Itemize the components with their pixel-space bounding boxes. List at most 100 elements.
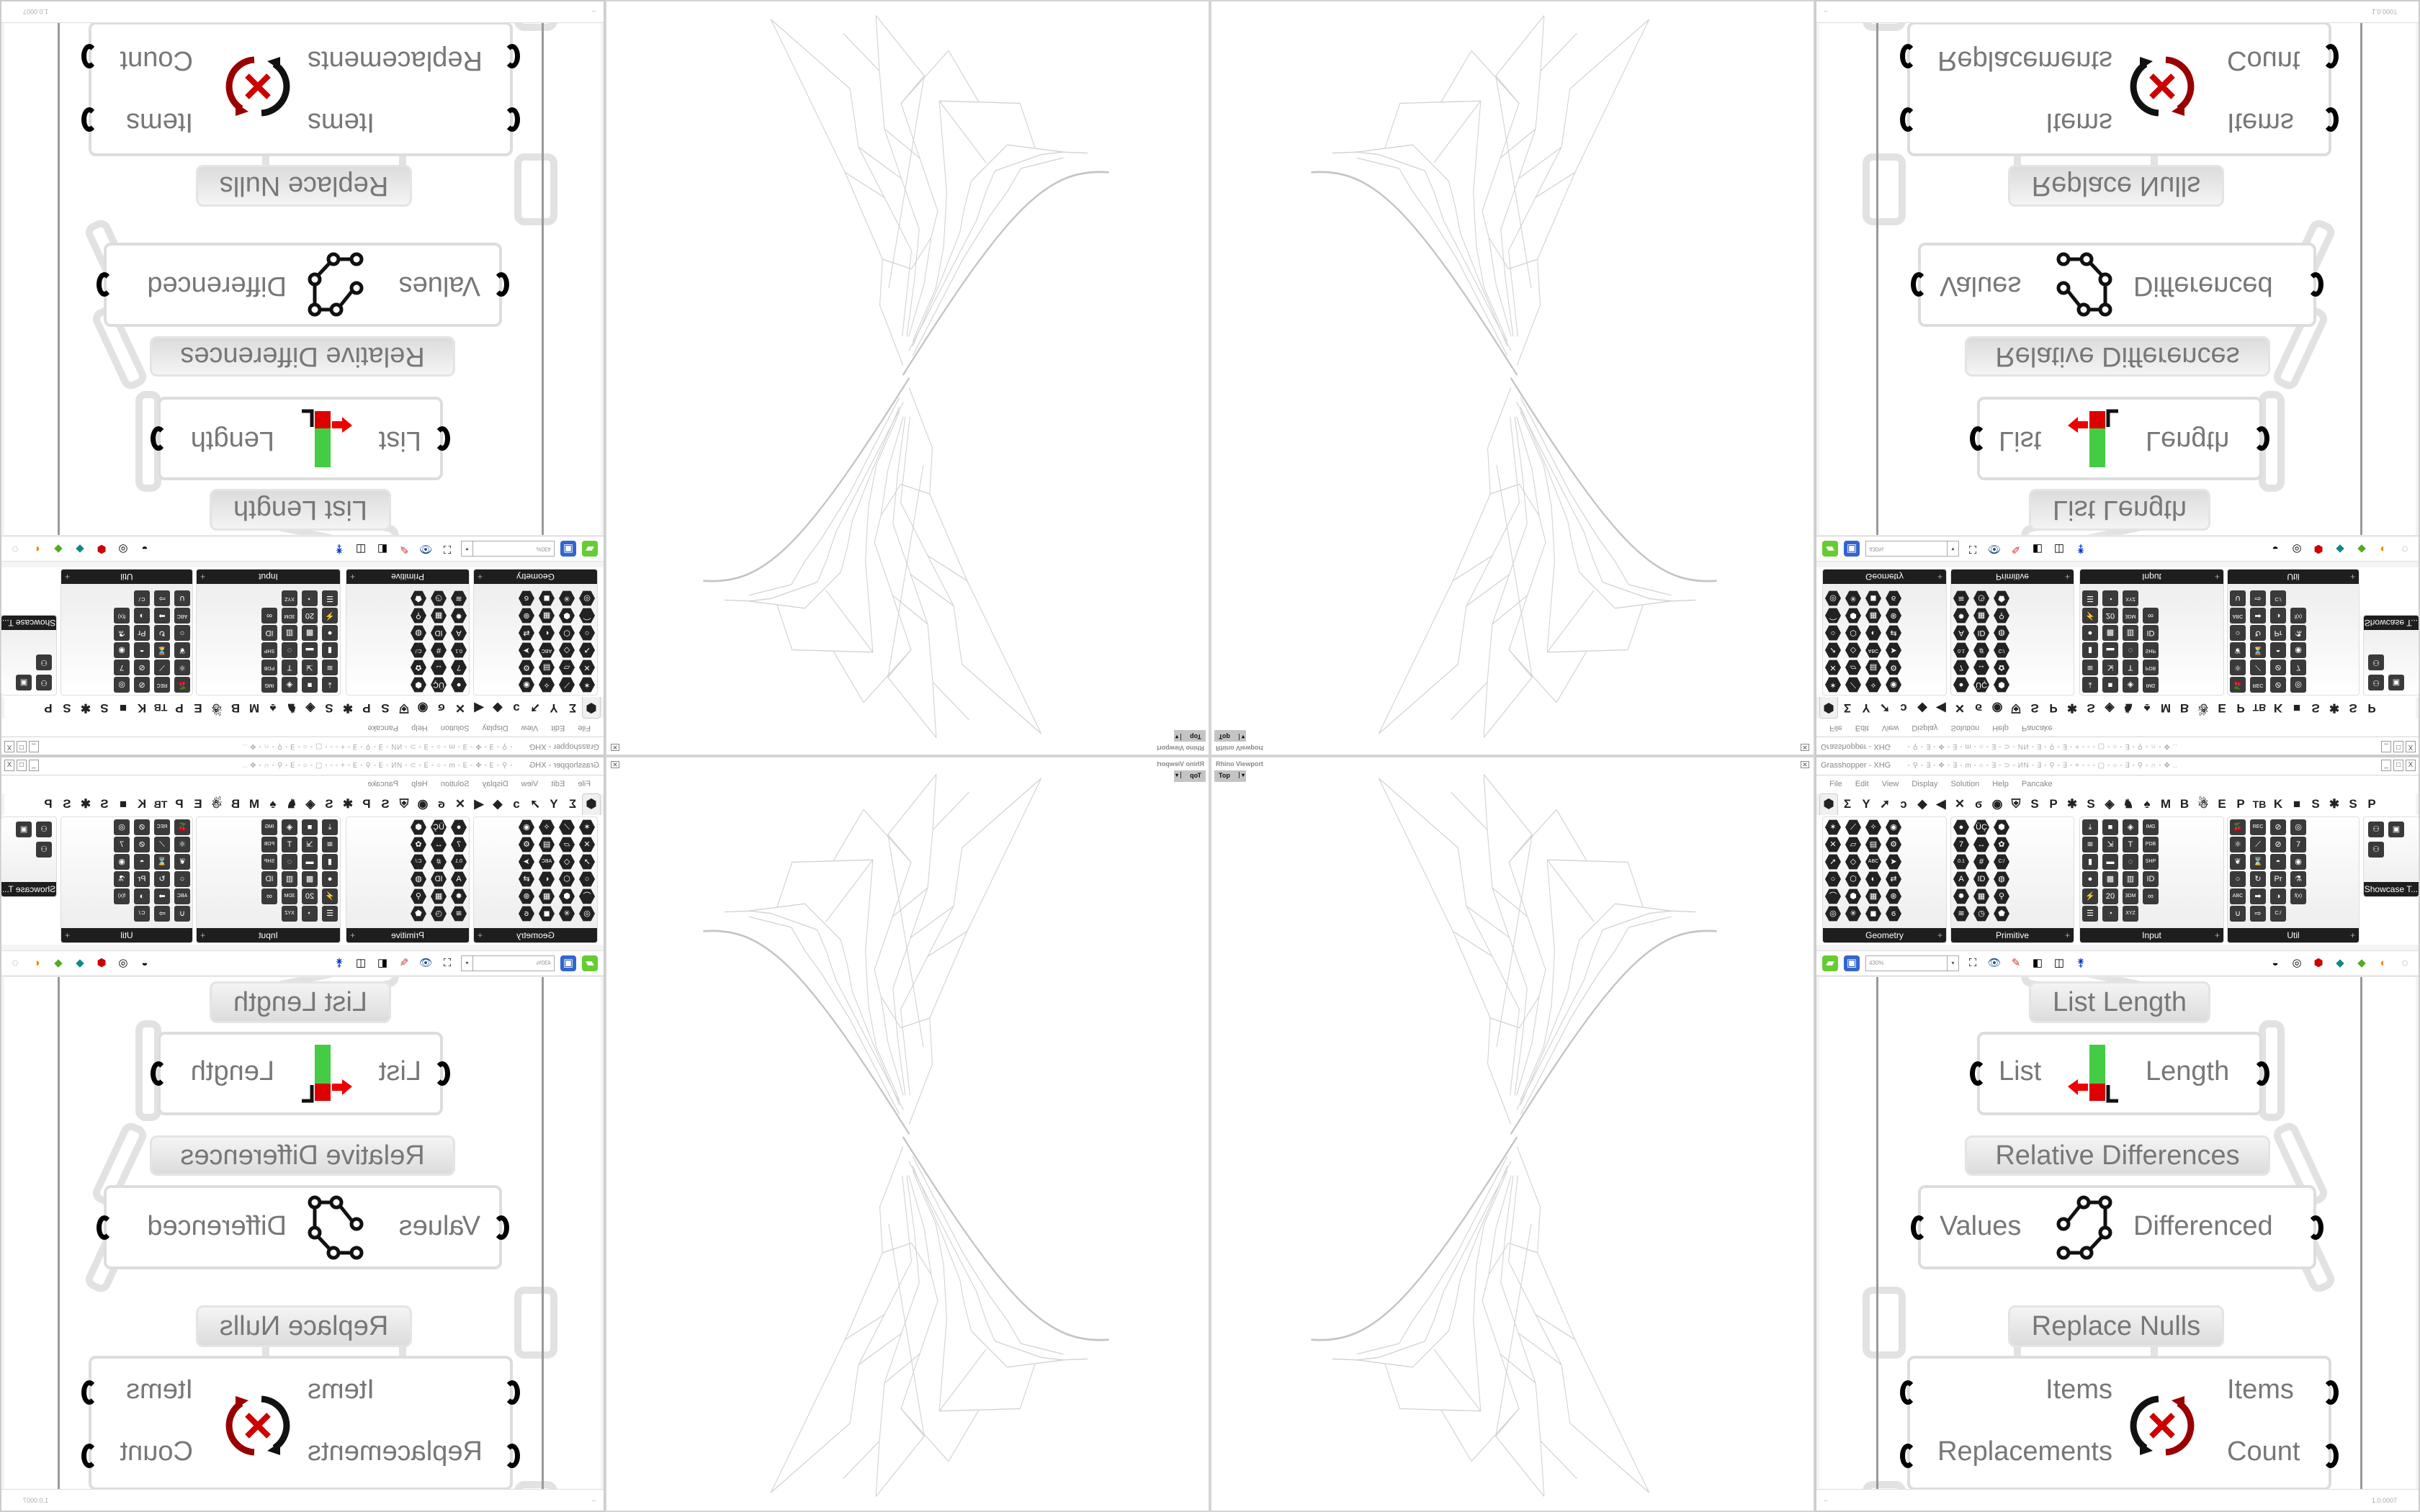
palette-component-icon[interactable]: T <box>2123 660 2138 675</box>
palette-component-icon[interactable]: ABC <box>174 608 190 624</box>
palette-component-icon[interactable]: ▦ <box>1973 888 1989 904</box>
palette-component-icon[interactable]: ≋ <box>322 660 338 675</box>
palette-component-icon[interactable]: ⊛ <box>519 888 534 904</box>
palette-component-icon[interactable]: ❦ <box>2230 854 2246 870</box>
palette-component-icon[interactable]: ✳ <box>559 590 575 606</box>
palette-component-icon[interactable]: ⊛ <box>1886 888 1901 904</box>
chevron-down-icon[interactable]: ▾ <box>1175 734 1182 740</box>
bake-icon[interactable]: ◧ <box>2032 957 2043 969</box>
palette-component-icon[interactable]: ○ <box>579 625 595 641</box>
palette-component-icon[interactable]: ◎ <box>579 906 595 922</box>
axis-icon[interactable]: ⚵ <box>2076 957 2085 969</box>
tab-icon[interactable]: S <box>2311 701 2320 715</box>
maximize-button[interactable]: □ <box>17 760 27 771</box>
tab-icon[interactable]: ◉ <box>417 797 429 811</box>
palette-component-icon[interactable]: ⟋ <box>1845 819 1861 835</box>
palette-component-icon[interactable]: ▬ <box>302 854 318 870</box>
tab-icon[interactable]: Σ <box>1843 701 1852 715</box>
palette-component-icon[interactable]: ◉ <box>1886 819 1901 835</box>
palette-component-icon[interactable]: ◇ <box>1845 854 1861 870</box>
palette-component-icon[interactable]: ○ <box>579 871 595 887</box>
close-icon[interactable]: ✕ <box>1801 744 1809 751</box>
palette-component-icon[interactable]: C:/ <box>411 854 426 870</box>
palette-component-icon[interactable]: Pr <box>2270 625 2286 641</box>
menu-help[interactable]: Help <box>411 780 428 788</box>
palette-component-icon[interactable]: ◐ <box>539 871 555 887</box>
palette-component-icon[interactable]: # <box>1973 854 1989 870</box>
open-file-icon[interactable]: ▰ <box>1822 955 1838 971</box>
palette-component-icon[interactable]: SHP <box>2143 854 2159 870</box>
palette-component-icon[interactable]: ⬡ <box>559 871 575 887</box>
palette-component-icon[interactable]: ✶ <box>579 677 595 693</box>
palette-component-icon[interactable]: ◌ <box>282 854 297 870</box>
display-mode-icon[interactable]: ◆ <box>2336 543 2344 555</box>
palette-component-icon[interactable]: ∪ <box>2230 906 2246 922</box>
palette-group-label[interactable]: Input + <box>197 928 340 942</box>
palette-component-icon[interactable]: ⌛ <box>2250 854 2266 870</box>
palette-component-icon[interactable]: ID <box>2143 625 2159 641</box>
tab-icon[interactable]: S <box>2087 797 2095 811</box>
tab-icon[interactable]: ◉ <box>417 701 429 715</box>
save-file-icon[interactable]: ▣ <box>1844 541 1860 557</box>
palette-component-icon[interactable]: ◐ <box>1865 871 1881 887</box>
palette-component-icon[interactable]: ⇨ <box>2250 906 2266 922</box>
output-port[interactable] <box>2254 1061 2269 1086</box>
menu-solution[interactable]: Solution <box>440 780 470 788</box>
palette-component-icon[interactable]: 🍒 <box>2230 677 2246 693</box>
palette-component-icon[interactable]: ✧ <box>1865 819 1881 835</box>
tab-icon[interactable]: ✕ <box>1954 797 1966 811</box>
preview-shaded-icon[interactable]: ◎ <box>118 957 128 969</box>
palette-component-icon[interactable]: ↻ <box>2250 871 2266 887</box>
close-button[interactable]: X <box>4 741 14 752</box>
palette-group-label[interactable]: Primitive + <box>346 928 469 942</box>
input-port[interactable] <box>1970 426 1986 451</box>
palette-component-icon[interactable]: ⤓ <box>322 819 338 835</box>
tab-icon[interactable]: ⛨ <box>2011 701 2021 715</box>
palette-group-label[interactable]: Primitive + <box>1951 928 2074 942</box>
palette-component-icon[interactable]: ⇨ <box>2250 590 2266 606</box>
palette-component-icon[interactable]: ⚙ <box>1886 660 1901 675</box>
tab-icon[interactable]: S <box>2349 701 2357 715</box>
palette-component-icon[interactable]: ABC <box>1865 642 1881 658</box>
tab-icon[interactable]: ➚ <box>529 701 541 715</box>
palette-component-icon[interactable]: ▬ <box>2102 854 2118 870</box>
palette-component-icon[interactable]: ⬡ <box>1845 625 1861 641</box>
tab-icon[interactable]: ◉ <box>1991 701 2003 715</box>
palette-component-icon[interactable]: ⇄ <box>519 625 534 641</box>
input-port[interactable] <box>493 272 509 297</box>
tab-icon[interactable]: Y <box>550 701 558 715</box>
palette-component-icon[interactable]: Pr <box>134 625 150 641</box>
chevron-down-icon[interactable]: ▾ <box>1175 772 1182 778</box>
palette-component-icon[interactable]: ◷ <box>1973 590 1989 606</box>
menu-solution[interactable]: Solution <box>1950 724 1980 732</box>
tab-icon[interactable]: Σ <box>1843 797 1852 811</box>
selection-icon[interactable]: ◌ <box>2401 543 2408 555</box>
palette-component-icon[interactable]: ⚛ <box>174 837 190 852</box>
palette-component-icon[interactable]: ≋ <box>451 906 467 922</box>
preview-wire-icon[interactable]: ◒ <box>2272 957 2279 969</box>
palette-component-icon[interactable]: ■ <box>2102 677 2118 693</box>
palette-component-icon[interactable]: ⚲ <box>411 608 426 624</box>
palette-component-icon[interactable]: ◓ <box>2270 642 2286 658</box>
title-bar[interactable]: Grasshopper - XHG ◦ ⚲ ◦ ∃ ◦ ✥ ◦ ∃ ◦ m ◦ … <box>1 757 604 775</box>
palette-component-icon[interactable]: ⬢ <box>411 819 426 835</box>
palette-component-icon[interactable]: PDB <box>2143 660 2159 675</box>
palette-component-icon[interactable]: A <box>1953 625 1969 641</box>
menu-pancake[interactable]: Pancake <box>367 724 399 732</box>
chevron-down-icon[interactable]: ▾ <box>1947 541 1958 556</box>
palette-component-icon[interactable]: ◎ <box>1825 906 1841 922</box>
palette-group-label[interactable]: Util + <box>61 570 192 584</box>
palette-component-icon[interactable]: ABC <box>1865 854 1881 870</box>
palette-component-icon[interactable]: ◔ <box>2102 590 2118 606</box>
palette-component-icon[interactable]: ➤ <box>1886 854 1901 870</box>
palette-component-icon[interactable]: ● <box>322 871 338 887</box>
palette-component-icon[interactable]: C:/ <box>1994 642 2009 658</box>
palette-component-icon[interactable]: ✧ <box>1865 677 1881 693</box>
palette-component-icon[interactable]: ◎ <box>2290 677 2306 693</box>
menu-view[interactable]: View <box>1881 780 1899 788</box>
palette-component-icon[interactable]: C:/ <box>134 590 150 606</box>
palette-component-icon[interactable]: 🍒 <box>174 677 190 693</box>
palette-component-icon[interactable]: ✿ <box>1994 660 2009 675</box>
palette-component-icon[interactable]: ↔ <box>431 660 447 675</box>
palette-component-icon[interactable]: ✧ <box>539 819 555 835</box>
